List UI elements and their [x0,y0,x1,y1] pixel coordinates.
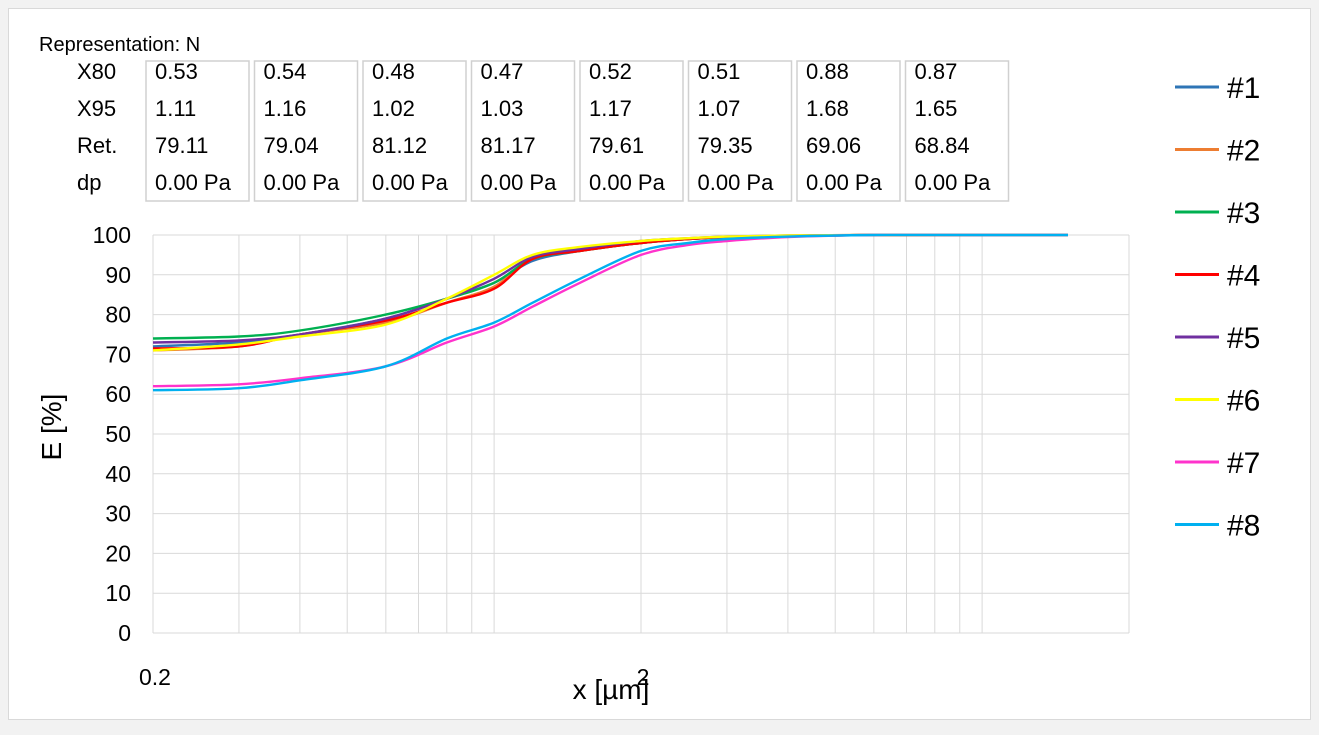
x-tick-labels: 0.2 2 [139,664,649,690]
stats-cell: 0.00 Pa [372,170,449,195]
stats-cell: 0.48 [372,59,415,84]
stats-column-box [362,60,467,202]
y-tick-label: 90 [105,262,131,288]
y-tick-label: 30 [105,501,131,527]
y-tick-label: 40 [105,461,131,487]
stats-cell: 81.12 [372,133,427,158]
stats-cell: 1.68 [806,96,849,121]
stats-cell: 0.00 Pa [481,170,558,195]
y-tick-label: 10 [105,580,131,606]
stats-row-label: Ret. [77,133,117,158]
y-tick-label: 50 [105,421,131,447]
y-axis-label: E [%] [36,394,67,461]
stats-cell: 1.07 [698,96,741,121]
legend-label: #2 [1227,135,1260,168]
x-tick-label: 2 [637,664,650,690]
legend-label: #5 [1227,322,1260,355]
y-tick-label: 100 [93,222,131,248]
stats-cell: 0.87 [915,59,958,84]
stats-cell: 79.61 [589,133,644,158]
series-line-1 [152,233,1068,348]
stats-column-box [470,60,576,202]
legend-label: #6 [1227,385,1260,418]
stats-cell: 1.11 [155,96,196,121]
representation-label: Representation: N [39,34,200,56]
stats-column-box [579,60,684,202]
series-line-8 [152,233,1068,392]
stats-cell: 0.00 Pa [698,170,775,195]
stats-cell: 0.88 [806,59,849,84]
stats-cell: 1.03 [481,96,524,121]
chart-svg: Representation: N X80 X95 Ret. dp 0.53 1.11 79… [36,34,1260,705]
legend: #1 #2 #3 #4 #5 #6 #7 #8 [1175,72,1260,543]
stats-column-box [904,60,1010,202]
y-tick-label: 20 [105,540,131,566]
stats-table: X80 X95 Ret. dp 0.53 1.11 79.11 0.00 Pa 0.54 1.16… [77,59,1010,202]
legend-label: #8 [1227,510,1260,543]
stats-cell: 0.52 [589,59,632,84]
stats-cell: 0.00 Pa [264,170,341,195]
stats-cell: 0.47 [481,59,524,84]
series-line-3 [152,233,1068,340]
x-axis-label: x [µm] [573,674,650,705]
stats-cell: 1.65 [915,96,958,121]
legend-label: #1 [1227,72,1260,105]
stats-cell: 0.00 Pa [155,170,232,195]
stats-cell: 81.17 [481,133,536,158]
stats-cell: 79.11 [155,133,208,158]
stats-cell: 1.17 [589,96,632,121]
legend-label: #3 [1227,197,1260,230]
stats-cell: 79.04 [264,133,319,158]
y-tick-label: 80 [105,302,131,328]
stats-column-box [687,60,793,202]
y-tick-labels: 0 10 20 30 40 50 60 70 80 90 100 [93,222,131,646]
series-line-6 [152,233,1068,352]
stats-row-label: dp [77,170,101,195]
y-tick-label: 70 [105,341,131,367]
y-tick-label: 0 [118,620,131,646]
stats-cell: 79.35 [698,133,753,158]
stats-cell: 0.54 [264,59,307,84]
x-tick-label: 0.2 [139,664,171,690]
stats-cell: 1.16 [264,96,307,121]
stats-cell: 0.53 [155,59,198,84]
stats-cell: 68.84 [915,133,970,158]
stats-column-box [253,60,359,202]
stats-cell: 0.00 Pa [589,170,666,195]
series-line-5 [152,233,1068,344]
y-tick-label: 60 [105,381,131,407]
stats-column-box [796,60,901,202]
stats-cell: 69.06 [806,133,861,158]
chart-frame: Representation: N X80 X95 Ret. dp 0.53 1.11 79… [8,8,1311,720]
series-line-7 [152,233,1068,388]
stats-cell: 0.00 Pa [915,170,992,195]
series-line-2 [152,233,1068,352]
stats-column-box [145,60,250,202]
series-lines [152,233,1068,392]
stats-row-label: X95 [77,96,116,121]
legend-label: #7 [1227,447,1260,480]
stats-cell: 0.51 [698,59,741,84]
stats-cell: 0.00 Pa [806,170,883,195]
stats-cell: 1.02 [372,96,415,121]
legend-label: #4 [1227,260,1260,293]
stats-row-label: X80 [77,59,116,84]
grid [152,234,1130,634]
